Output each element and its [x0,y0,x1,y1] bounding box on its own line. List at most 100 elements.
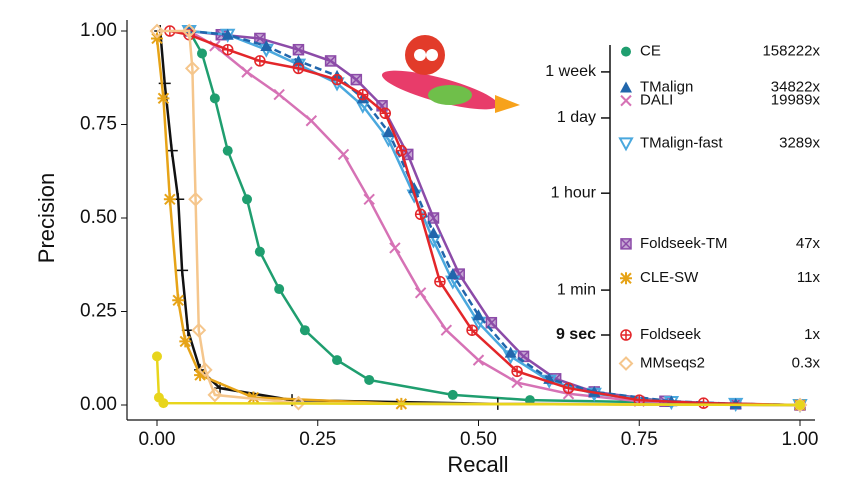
marker [194,369,207,382]
legend-speedup: 3289x [779,134,820,151]
marker [447,389,458,400]
x-tick-label: 0.25 [299,429,336,450]
series-line [188,29,801,407]
legend-label: TMalign [640,78,693,95]
marker [207,387,223,403]
marker [414,208,427,221]
marker [179,335,192,348]
y-tick-label: 1.00 [80,20,117,41]
y-tick-label: 0.25 [80,301,117,322]
series-line [158,30,801,407]
legend-speedup: 47x [796,235,821,252]
marker [414,287,427,299]
y-tick-label: 0.50 [80,207,117,228]
marker [197,48,208,59]
marker [524,395,535,406]
marker [620,94,632,107]
marker [389,242,401,254]
marker [395,144,408,157]
mascot [381,35,520,113]
legend-label: CE [640,43,661,60]
marker [511,376,523,389]
time-tick-label: 9 sec [556,326,596,343]
marker [620,81,632,93]
series-line [157,29,801,407]
marker [197,362,213,378]
marker [434,275,446,288]
marker [562,382,575,394]
time-tick-label: 1 week [545,63,597,80]
marker [446,268,459,280]
marker [254,246,265,257]
marker [382,125,395,137]
marker [620,238,632,250]
y-tick-label: 0.75 [80,114,117,135]
marker [274,284,285,295]
marker [350,73,363,86]
series-line [189,29,801,407]
marker [620,272,632,285]
marker [172,294,185,307]
marker [472,309,485,321]
time-tick-label: 1 min [557,281,596,298]
legend-speedup: 1x [804,326,820,343]
time-tick-label: 1 day [557,109,596,126]
marker [472,354,485,366]
marker [357,88,369,101]
marker [260,39,273,51]
marker [305,115,318,127]
series-line [189,29,801,407]
marker [363,193,375,206]
marker [221,28,234,40]
marker [511,365,523,378]
marker [254,55,266,67]
marker [163,193,176,206]
marker [222,145,233,156]
series-line [189,29,801,407]
legend-speedup: 11x [797,269,821,286]
x-tick-label: 0.50 [460,429,497,450]
y-axis-title: Precision [34,173,59,263]
series-line [188,30,801,407]
marker [364,374,375,385]
marker [181,23,197,39]
legend-speedup: 158222x [762,43,820,60]
marker [221,43,234,56]
marker [620,329,632,341]
y-tick-label: 0.00 [80,394,117,415]
marker [621,46,631,57]
legend-label: TMalign-fast [640,134,723,151]
marker [337,148,350,161]
marker [618,137,634,152]
marker [440,324,453,336]
legend-speedup: 19989x [771,92,821,109]
marker [149,23,165,39]
legend-label: Foldseek [640,326,701,343]
marker [151,32,163,45]
legend-label: DALI [640,92,673,109]
marker [292,62,305,75]
marker [184,60,200,76]
marker [324,55,337,67]
marker [152,351,162,362]
legend-speedup: 0.3x [792,354,821,371]
marker [273,88,285,101]
marker [795,400,805,410]
x-tick-label: 0.00 [139,429,176,450]
marker [157,92,170,105]
marker [427,226,440,238]
legend-speedup: 34822x [771,78,821,95]
marker [408,182,421,194]
x-tick-label: 1.00 [782,429,819,450]
marker [191,322,207,338]
marker [209,93,220,104]
legend-label: Foldseek-TM [640,235,728,252]
legend-label: MMseqs2 [640,354,705,371]
x-axis-title: Recall [447,452,508,477]
time-tick-label: 1 hour [551,184,597,201]
marker [241,66,253,78]
marker [466,324,478,336]
x-tick-label: 0.75 [621,429,658,450]
marker [292,54,305,66]
